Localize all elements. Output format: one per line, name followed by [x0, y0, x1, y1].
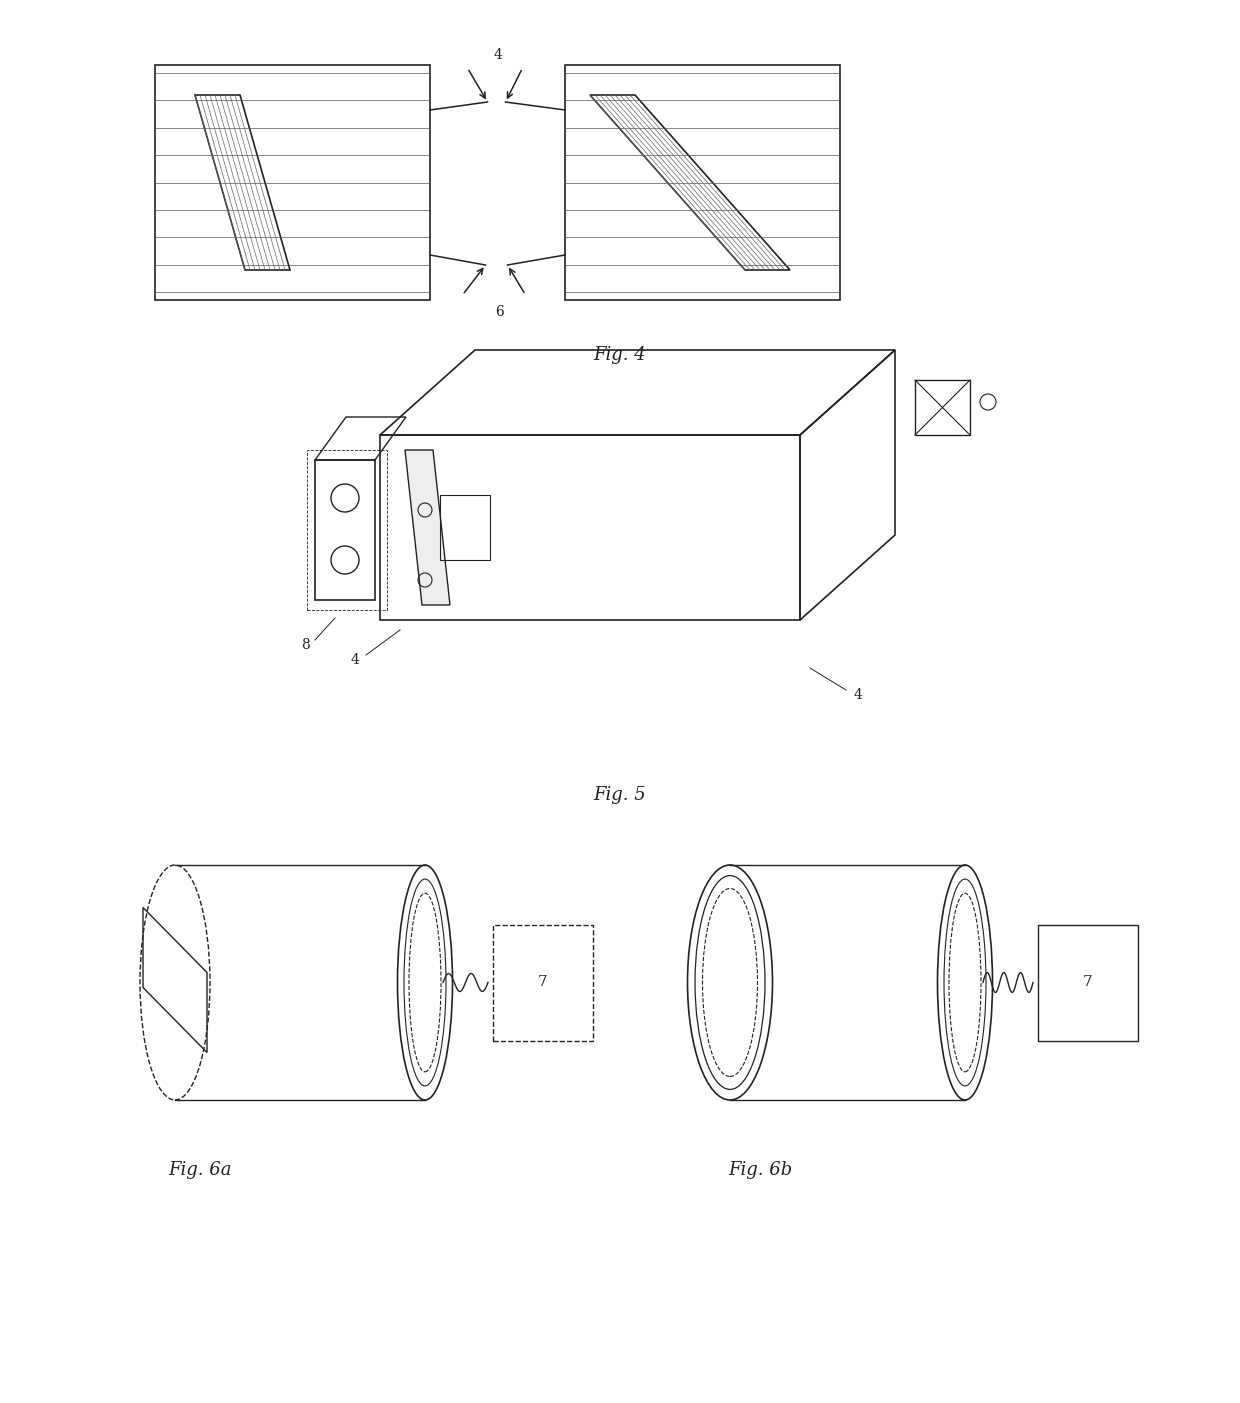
Polygon shape	[590, 95, 790, 269]
Text: Fig. 6b: Fig. 6b	[728, 1162, 792, 1179]
Bar	[494, 925, 593, 1041]
Polygon shape	[405, 450, 450, 605]
Text: 4: 4	[494, 48, 502, 62]
Text: 6: 6	[495, 304, 503, 318]
Text: 4: 4	[351, 652, 360, 666]
Polygon shape	[195, 95, 290, 269]
Text: Fig. 5: Fig. 5	[594, 786, 646, 804]
Bar	[1038, 925, 1138, 1041]
Bar	[565, 65, 839, 300]
Text: Fig. 6a: Fig. 6a	[169, 1162, 232, 1179]
Text: 7: 7	[538, 975, 548, 989]
Text: 4: 4	[853, 687, 863, 702]
Bar	[315, 460, 374, 600]
Text: 7: 7	[1084, 975, 1092, 989]
Ellipse shape	[937, 866, 992, 1100]
Bar	[155, 65, 430, 300]
Text: 8: 8	[300, 638, 309, 652]
Bar	[308, 450, 387, 610]
Ellipse shape	[398, 866, 453, 1100]
Bar	[915, 380, 970, 435]
Text: Fig. 4: Fig. 4	[594, 347, 646, 363]
Bar	[440, 495, 490, 560]
